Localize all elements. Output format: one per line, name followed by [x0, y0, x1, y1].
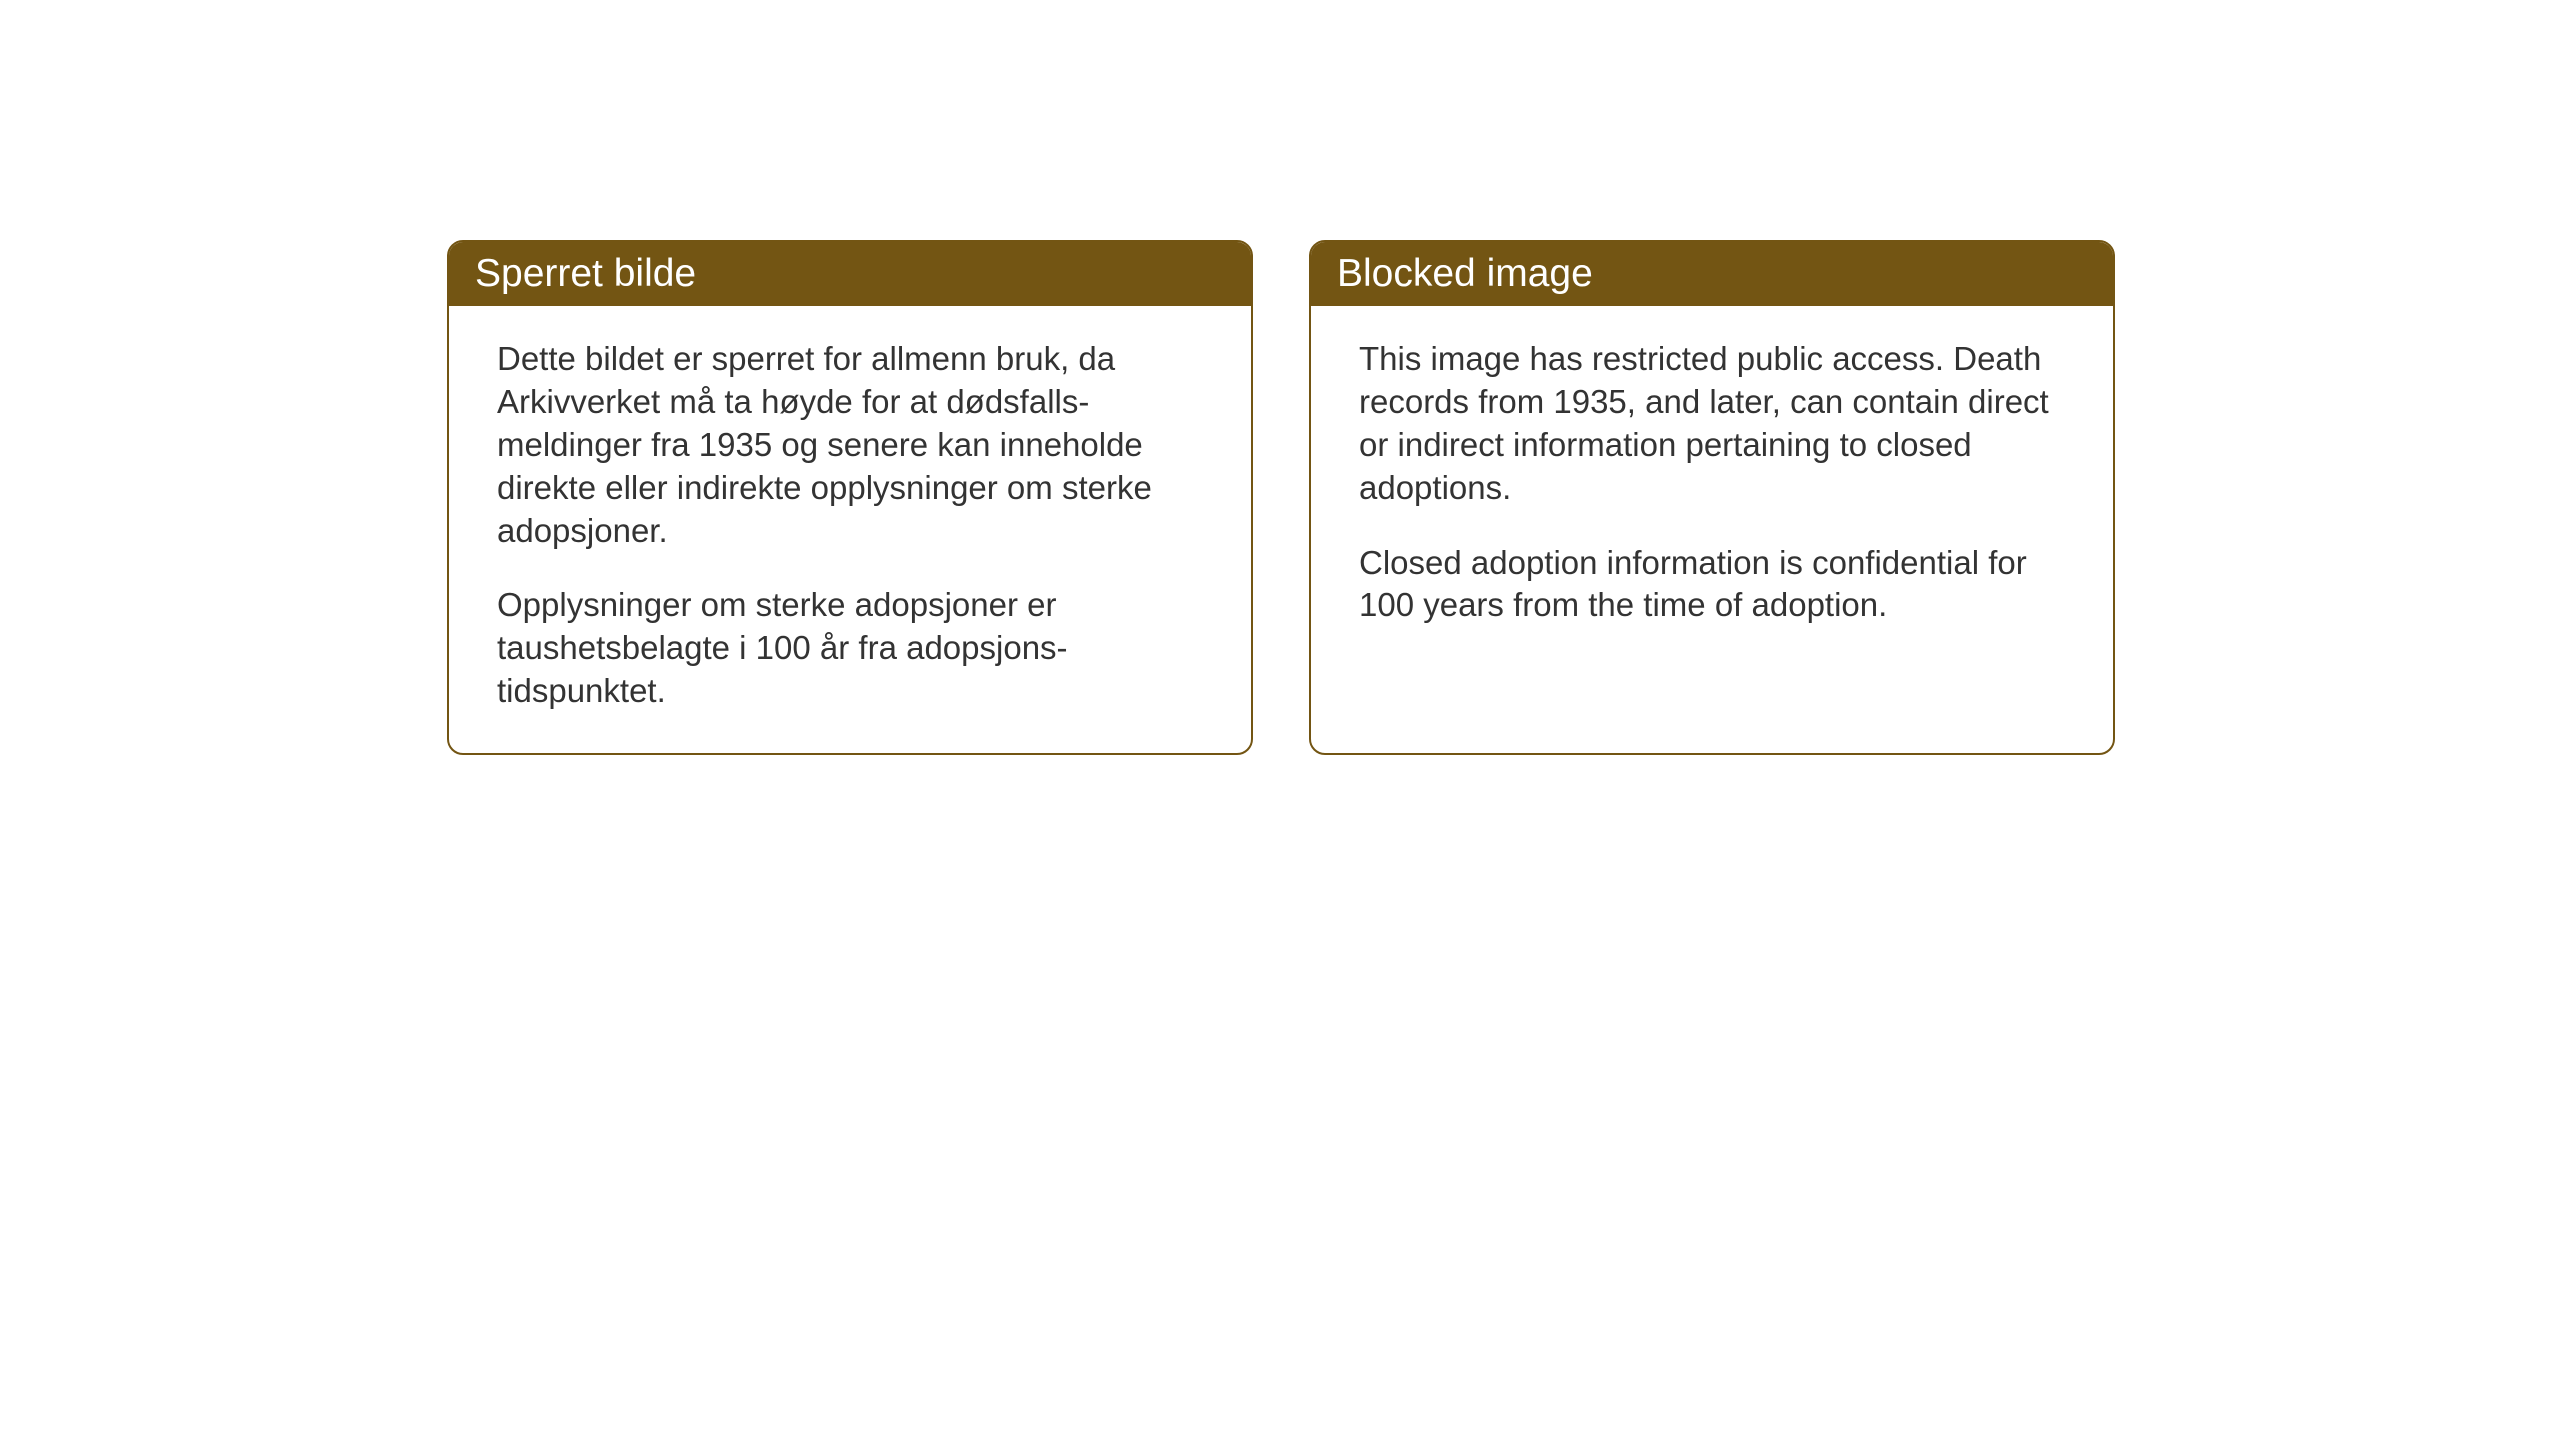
card-title: Sperret bilde	[475, 252, 696, 295]
card-title: Blocked image	[1337, 252, 1593, 295]
card-paragraph: Opplysninger om sterke adopsjoner er tau…	[497, 584, 1203, 713]
notice-container: Sperret bilde Dette bildet er sperret fo…	[447, 240, 2115, 755]
card-paragraph: This image has restricted public access.…	[1359, 338, 2065, 510]
card-paragraph: Dette bildet er sperret for allmenn bruk…	[497, 338, 1203, 552]
card-header-norwegian: Sperret bilde	[449, 242, 1251, 306]
card-body-norwegian: Dette bildet er sperret for allmenn bruk…	[449, 306, 1251, 753]
notice-card-norwegian: Sperret bilde Dette bildet er sperret fo…	[447, 240, 1253, 755]
notice-card-english: Blocked image This image has restricted …	[1309, 240, 2115, 755]
card-paragraph: Closed adoption information is confident…	[1359, 542, 2065, 628]
card-header-english: Blocked image	[1311, 242, 2113, 306]
card-body-english: This image has restricted public access.…	[1311, 306, 2113, 667]
